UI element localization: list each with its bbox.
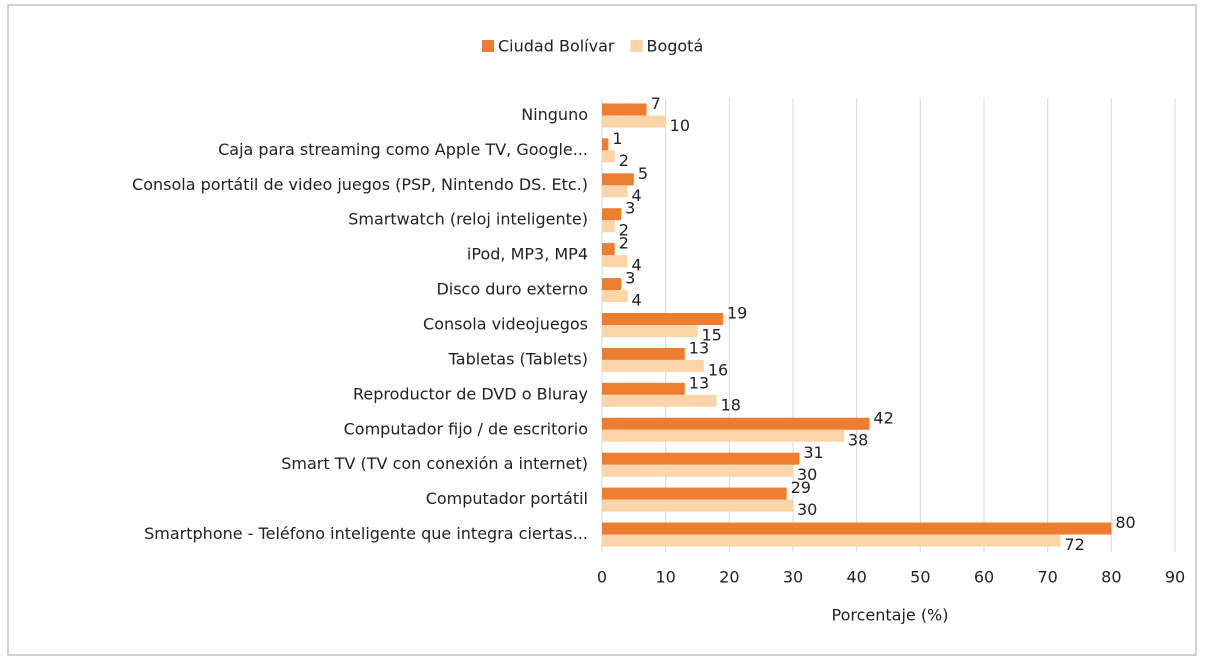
y-tick-label: Tabletas (Tablets) — [448, 349, 588, 368]
bar — [602, 173, 634, 186]
x-axis-title: Porcentaje (%) — [831, 606, 948, 625]
y-tick-label: Consola videojuegos — [423, 315, 588, 334]
data-label: 2 — [619, 234, 629, 253]
data-label: 30 — [797, 500, 817, 519]
bar — [602, 325, 698, 337]
y-tick-label: Smart TV (TV con conexión a internet) — [281, 454, 588, 473]
y-tick-label: Reproductor de DVD o Bluray — [353, 384, 588, 403]
x-tick-label: 70 — [1037, 568, 1057, 587]
y-tick-label: Ninguno — [521, 105, 588, 124]
data-label: 3 — [625, 269, 635, 288]
bar — [602, 220, 615, 233]
legend-label: Ciudad Bolívar — [498, 37, 615, 56]
data-label: 4 — [631, 291, 641, 310]
x-tick-label: 0 — [597, 568, 607, 587]
bar — [602, 417, 870, 430]
bar — [602, 290, 628, 303]
data-label: 4 — [631, 186, 641, 205]
data-label: 15 — [702, 326, 722, 345]
x-tick-label: 20 — [719, 568, 739, 587]
y-tick-label: Consola portátil de video juegos (PSP, N… — [132, 175, 588, 194]
data-label: 38 — [848, 430, 868, 449]
y-tick-label: iPod, MP3, MP4 — [467, 245, 588, 264]
data-label: 10 — [670, 116, 690, 135]
bar — [602, 487, 787, 500]
data-label: 42 — [873, 408, 893, 427]
x-tick-label: 50 — [910, 568, 930, 587]
y-tick-label: Smartphone - Teléfono inteligente que in… — [144, 524, 588, 543]
bar — [602, 255, 628, 268]
x-tick-label: 90 — [1165, 568, 1185, 587]
data-label: 5 — [638, 164, 648, 183]
bar — [602, 243, 615, 256]
bar — [602, 359, 704, 372]
x-tick-label: 30 — [783, 568, 803, 587]
data-label: 80 — [1115, 513, 1135, 532]
data-label: 13 — [689, 338, 709, 357]
data-label: 7 — [651, 94, 661, 113]
x-tick-label: 80 — [1101, 568, 1121, 587]
bar — [602, 382, 685, 395]
bar — [602, 452, 800, 465]
bar — [602, 150, 615, 163]
bar — [602, 185, 628, 198]
bar — [602, 522, 1112, 535]
legend-swatch — [630, 40, 643, 52]
bar — [602, 499, 793, 512]
bar — [602, 208, 622, 221]
bar — [602, 115, 666, 128]
data-label: 18 — [721, 395, 741, 414]
bar — [602, 278, 622, 291]
y-tick-label: Disco duro externo — [436, 280, 588, 299]
data-label: 3 — [625, 199, 635, 218]
bar — [602, 347, 685, 360]
data-label: 2 — [619, 221, 629, 240]
y-tick-label: Caja para streaming como Apple TV, Googl… — [218, 140, 588, 159]
bar — [602, 313, 723, 325]
y-tick-label: Computador fijo / de escritorio — [344, 419, 588, 438]
data-label: 2 — [619, 151, 629, 170]
y-tick-label: Computador portátil — [426, 489, 588, 508]
y-tick-label: Smartwatch (reloj inteligente) — [348, 210, 588, 229]
legend-label: Bogotá — [646, 37, 703, 56]
x-tick-label: 60 — [974, 568, 994, 587]
x-tick-label: 10 — [655, 568, 675, 587]
bar — [602, 534, 1061, 547]
data-label: 29 — [791, 478, 811, 497]
bar — [602, 138, 609, 151]
data-label: 19 — [727, 304, 747, 323]
bar — [602, 394, 717, 407]
data-label: 72 — [1064, 535, 1084, 554]
x-tick-label: 40 — [846, 568, 866, 587]
bar — [602, 103, 647, 116]
data-label: 31 — [803, 443, 823, 462]
data-label: 1 — [612, 129, 622, 148]
bar — [602, 429, 844, 442]
legend-swatch — [482, 40, 494, 52]
data-label: 16 — [708, 360, 728, 379]
data-label: 4 — [631, 256, 641, 275]
data-label: 13 — [689, 373, 709, 392]
bar — [602, 464, 793, 477]
data-label: 30 — [797, 465, 817, 484]
